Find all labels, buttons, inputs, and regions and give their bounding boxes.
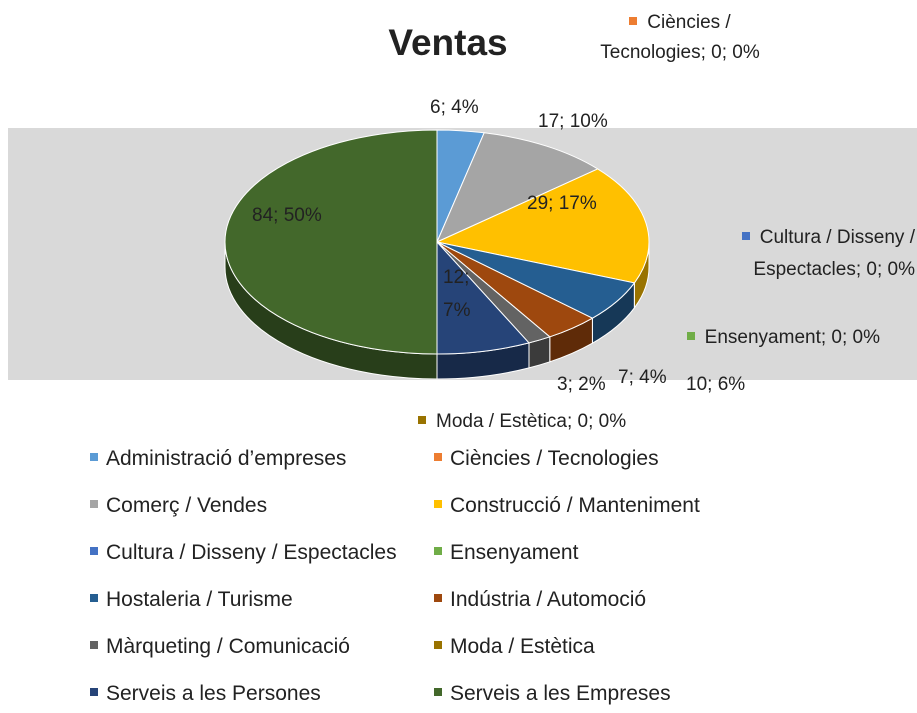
legend-label: Hostaleria / Turisme bbox=[106, 588, 293, 611]
data-label-text: Cultura / Disseny / Espectacles; 0; 0% bbox=[753, 227, 915, 280]
data-label-text: 29; 17% bbox=[527, 193, 597, 214]
data-label-text: 12; 7% bbox=[443, 267, 471, 321]
legend-label: Ciències / Tecnologies bbox=[450, 447, 659, 470]
legend-key bbox=[90, 547, 98, 556]
legend-key bbox=[741, 231, 750, 240]
data-label: 7; 4% bbox=[618, 366, 667, 389]
legend-label: Comerç / Vendes bbox=[106, 494, 268, 517]
data-label-text: Ciències / Tecnologies; 0; 0% bbox=[600, 12, 760, 63]
legend-key bbox=[90, 594, 98, 603]
legend-label: Màrqueting / Comunicació bbox=[106, 635, 350, 658]
data-label: 12; 7% bbox=[443, 261, 488, 327]
legend-label: Serveis a les Persones bbox=[106, 682, 321, 705]
legend-item: Cultura / Disseny / Espectacles bbox=[90, 541, 397, 564]
legend-label: Ensenyament bbox=[450, 541, 579, 564]
legend-key bbox=[418, 415, 426, 424]
legend-label: Indústria / Automoció bbox=[450, 588, 647, 611]
data-label-text: Ensenyament; 0; 0% bbox=[704, 327, 880, 348]
slice bbox=[224, 129, 438, 355]
legend-item: Serveis a les Empreses bbox=[434, 682, 671, 705]
legend-key bbox=[629, 16, 638, 25]
data-label: Cultura / Disseny / Espectacles; 0; 0% bbox=[690, 222, 915, 286]
legend-item: Serveis a les Persones bbox=[90, 682, 321, 705]
legend-item: Moda / Estètica bbox=[434, 635, 595, 658]
legend-key bbox=[90, 688, 98, 697]
legend-label: Serveis a les Empreses bbox=[450, 682, 671, 705]
legend-key bbox=[434, 688, 442, 697]
data-label: Ciències / Tecnologies; 0; 0% bbox=[590, 8, 770, 68]
data-label-text: 7; 4% bbox=[618, 367, 667, 388]
data-label-text: 6; 4% bbox=[430, 97, 479, 118]
data-label: 10; 6% bbox=[686, 373, 745, 396]
legend-item: Comerç / Vendes bbox=[90, 494, 267, 517]
legend-item: Ensenyament bbox=[434, 541, 578, 564]
data-label: 29; 17% bbox=[527, 192, 597, 215]
legend-key bbox=[90, 500, 98, 509]
legend-key bbox=[434, 594, 442, 603]
legend-item: Ciències / Tecnologies bbox=[434, 447, 659, 470]
legend-label: Administració d’empreses bbox=[106, 447, 347, 470]
data-label-text: 84; 50% bbox=[252, 205, 322, 226]
legend-label: Construcció / Manteniment bbox=[450, 494, 700, 517]
legend-item: Indústria / Automoció bbox=[434, 588, 646, 611]
legend-key bbox=[90, 453, 98, 462]
slice bbox=[436, 132, 599, 243]
legend-key bbox=[434, 547, 442, 556]
legend-item: Màrqueting / Comunicació bbox=[90, 635, 350, 658]
legend-item: Hostaleria / Turisme bbox=[90, 588, 293, 611]
data-label-text: 10; 6% bbox=[686, 374, 746, 395]
data-label-text: 3; 2% bbox=[557, 374, 606, 395]
data-label-text: Moda / Estètica; 0; 0% bbox=[436, 411, 627, 432]
data-label: 84; 50% bbox=[252, 204, 322, 227]
legend-label: Cultura / Disseny / Espectacles bbox=[106, 541, 397, 564]
legend-key bbox=[434, 641, 442, 650]
legend-key bbox=[686, 331, 695, 340]
data-label: 3; 2% bbox=[557, 373, 606, 396]
legend-item: Administració d’empreses bbox=[90, 447, 346, 470]
legend-key bbox=[90, 641, 98, 650]
legend-key bbox=[434, 453, 442, 462]
data-label-text: 17; 10% bbox=[538, 111, 608, 132]
legend-label: Moda / Estètica bbox=[450, 635, 595, 658]
data-label: 17; 10% bbox=[538, 110, 608, 133]
legend-key bbox=[434, 500, 442, 509]
chart-title: Ventas bbox=[388, 22, 508, 63]
slice bbox=[435, 168, 650, 284]
legend-item: Construcció / Manteniment bbox=[434, 494, 700, 517]
data-label: Moda / Estètica; 0; 0% bbox=[418, 406, 643, 438]
data-label: Ensenyament; 0; 0% bbox=[665, 322, 880, 354]
data-label: 6; 4% bbox=[430, 96, 479, 119]
